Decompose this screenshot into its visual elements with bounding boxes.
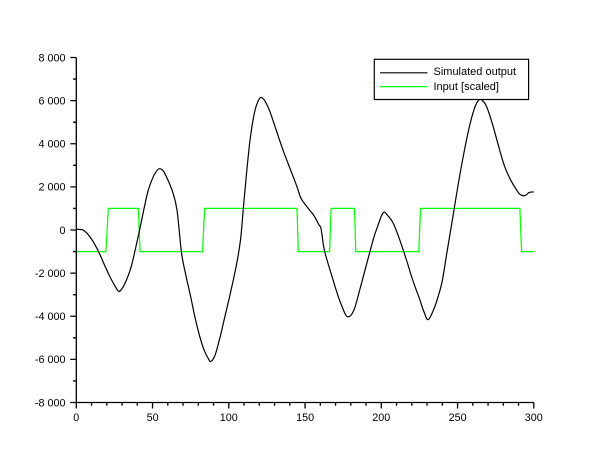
svg-text:-4 000: -4 000 — [35, 311, 66, 323]
svg-text:0: 0 — [73, 412, 79, 424]
svg-text:-2 000: -2 000 — [35, 268, 66, 280]
svg-text:300: 300 — [525, 412, 543, 424]
svg-text:Simulated output: Simulated output — [434, 66, 517, 78]
svg-text:8 000: 8 000 — [38, 52, 65, 64]
svg-text:6 000: 6 000 — [38, 95, 65, 107]
svg-text:-8 000: -8 000 — [35, 397, 66, 409]
svg-text:50: 50 — [147, 412, 159, 424]
svg-text:250: 250 — [449, 412, 467, 424]
svg-text:0: 0 — [59, 225, 65, 237]
svg-text:150: 150 — [296, 412, 314, 424]
svg-text:2 000: 2 000 — [38, 182, 65, 194]
svg-text:100: 100 — [220, 412, 238, 424]
svg-text:4 000: 4 000 — [38, 139, 65, 151]
svg-text:-6 000: -6 000 — [35, 354, 66, 366]
svg-text:200: 200 — [372, 412, 390, 424]
svg-text:Input [scaled]: Input [scaled] — [434, 81, 499, 93]
